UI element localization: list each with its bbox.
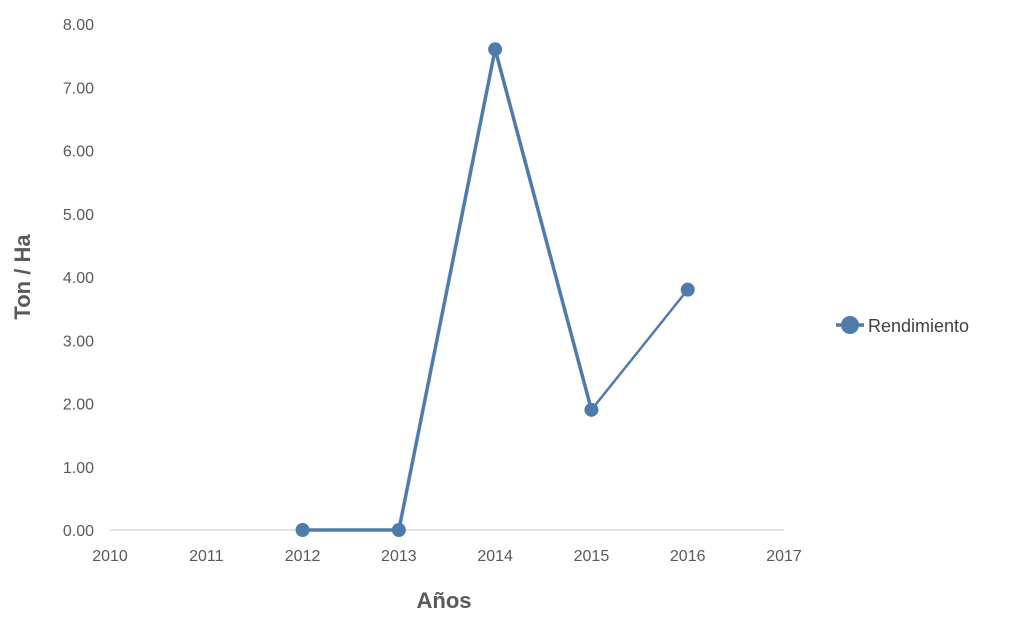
data-point [488, 42, 503, 57]
x-tick-label: 2015 [574, 548, 610, 565]
legend-dot-marker [841, 316, 859, 334]
y-axis-title: Ton / Ha [10, 234, 35, 320]
legend: Rendimiento [836, 316, 969, 336]
x-tick-label: 2016 [670, 548, 706, 565]
x-tick-label: 2013 [381, 548, 417, 565]
y-tick-label: 1.00 [63, 460, 94, 477]
x-tick-label: 2011 [189, 548, 224, 565]
series-line-segment [590, 288, 689, 412]
data-point [584, 402, 599, 417]
y-axis-ticks: 0.00 1.00 2.00 3.00 4.00 5.00 6.00 7.00 8.00 [63, 17, 94, 540]
data-point [295, 523, 310, 537]
y-tick-label: 2.00 [63, 397, 94, 414]
data-point [680, 282, 695, 297]
y-tick-label: 0.00 [63, 523, 94, 540]
y-tick-label: 5.00 [63, 207, 94, 224]
x-axis-ticks: 2010 2011 2012 2013 2014 2015 2016 2017 [92, 548, 802, 565]
data-point [391, 523, 406, 537]
x-tick-label: 2010 [92, 548, 128, 565]
x-tick-label: 2012 [285, 548, 321, 565]
y-tick-label: 8.00 [63, 17, 94, 34]
y-tick-label: 3.00 [63, 333, 94, 350]
y-tick-label: 6.00 [63, 144, 94, 161]
x-tick-label: 2014 [477, 548, 513, 565]
legend-label: Rendimiento [868, 316, 969, 336]
y-tick-label: 7.00 [63, 80, 94, 97]
x-tick-label: 2017 [766, 548, 802, 565]
series-line-segment [397, 47, 497, 532]
x-axis-title: Años [417, 588, 472, 613]
series-line-segment [493, 47, 594, 412]
y-tick-label: 4.00 [63, 270, 94, 287]
series-layer [295, 42, 695, 537]
